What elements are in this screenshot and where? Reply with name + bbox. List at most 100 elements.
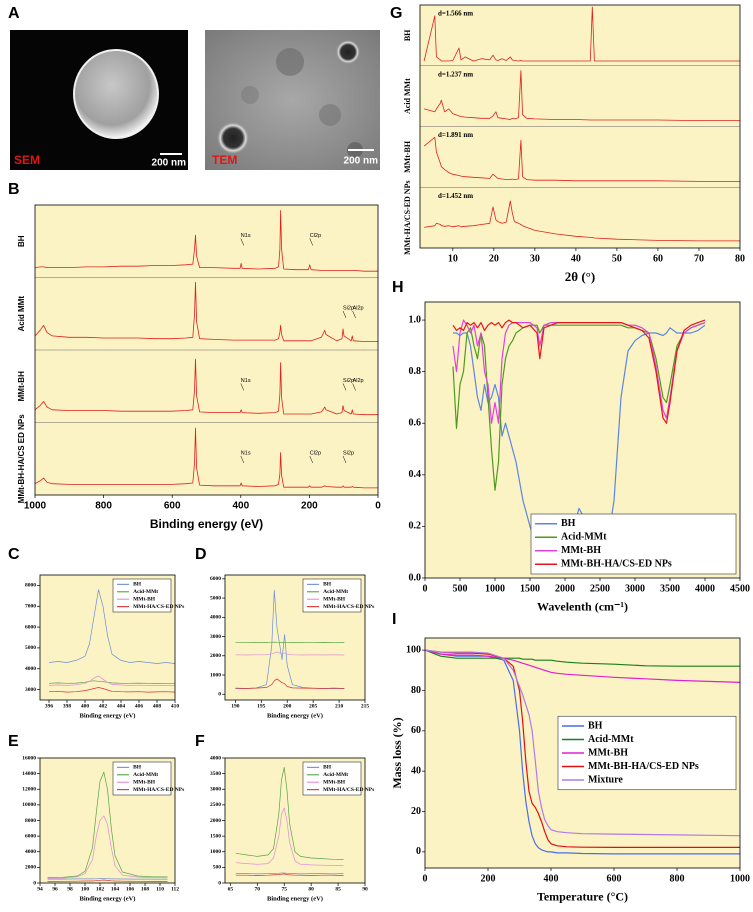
legend-label: MMt-BH-HA/CS-ED NPs [561,559,672,570]
panel-letter: G [390,5,402,22]
panel-letter: A [8,5,20,22]
legend-label: MMt-BH [133,779,156,785]
x-tick-label: 96 [52,886,58,892]
panel-letter: I [392,611,396,628]
annotation-leader [309,455,313,464]
y-tick-label: 3500 [210,771,221,777]
x-axis-label: Binding energy (eV) [80,713,136,720]
y-tick-label: 3000 [25,687,36,693]
sem-image: SEM 200 nm [10,30,188,170]
x-tick-label: 40 [571,253,581,264]
data-line [235,873,344,876]
data-line [424,649,740,667]
x-tick-label: 400 [81,703,90,709]
data-line [47,815,168,879]
x-tick-label: 210 [335,703,344,709]
plot-frame [419,4,741,249]
x-tick-label: 402 [99,703,108,709]
panel-letter: F [195,733,205,750]
panel-letter: D [195,546,207,563]
scale-bar-label: 200 nm [152,158,187,169]
peak-annotation: Cl2p [310,450,321,456]
x-axis-label: Binding energy (eV) [150,517,263,531]
peak-annotation: Al2p [353,305,364,311]
y-tick-label: 0.2 [409,521,422,532]
x-tick-label: 106 [126,886,135,892]
peak-annotation: N1s [241,450,251,456]
x-tick-label: 4000 [695,583,715,594]
legend-label: Acid-MMt [133,772,158,778]
data-line [235,641,345,644]
annotation-leader [352,310,356,319]
y-tick-label: 20 [411,806,421,817]
x-tick-label: 90 [362,886,368,892]
legend-label: BH [323,582,332,588]
y-tick-label: 4000 [210,615,221,621]
x-tick-label: 104 [111,886,120,892]
legend-label: MMt-BH [588,747,628,758]
band-label: BH [17,235,26,247]
band-label: MMt-BH [403,140,412,173]
data-line [235,767,344,860]
data-line [47,879,168,882]
y-tick-label: 40 [411,765,421,776]
band-label: BH [403,29,412,41]
x-tick-label: 100 [81,886,90,892]
annotation-leader [240,455,245,464]
band-label: MMt-HA/CS-ED NPs [403,180,412,254]
x-tick-label: 10 [448,253,458,264]
x-tick-label: 3000 [625,583,645,594]
x-tick-label: 600 [607,873,622,884]
data-line [48,675,175,686]
y-tick-label: 10000 [22,802,36,808]
legend-label: MMt-BH [561,545,601,556]
data-line [452,319,706,424]
peak-annotation: Al2p [353,378,364,384]
x-tick-label: 20 [489,253,499,264]
spectrum-line [34,427,378,489]
x-tick-label: 0 [423,873,428,884]
y-axis-label: Mass loss (%) [390,717,404,788]
y-tick-label: 6000 [25,833,36,839]
x-tick-label: 500 [453,583,468,594]
y-tick-label: 500 [213,865,222,871]
data-line [424,649,741,683]
x-tick-label: 200 [283,703,292,709]
y-tick-label: 2000 [210,653,221,659]
plot-frame [39,574,176,701]
legend-label: Acid-MMt [588,734,634,745]
data-line [48,687,176,693]
legend-label: MMt-HA/CS-ED NPs [133,787,184,793]
band-label: MMt-BH [17,371,26,401]
peak-annotation: Si2p [343,378,354,384]
data-line [235,807,344,866]
plot-frame [34,204,379,496]
legend-label: MMt-BH [323,596,346,602]
x-tick-label: 110 [156,886,164,892]
x-tick-label: 408 [153,703,162,709]
x-tick-label: 70 [255,886,261,892]
legend-label: BH [133,765,142,771]
x-tick-label: 70 [694,253,704,264]
legend-label: BH [323,765,332,771]
band-label: Acid MMt [403,78,412,114]
x-tick-label: 2000 [555,583,575,594]
y-tick-label: 16000 [22,755,36,761]
x-tick-label: 80 [735,253,745,264]
spectrum-line [423,136,740,182]
x-axis-label: Temperature (°C) [537,889,628,903]
d-spacing-label: d=1.891 nm [438,131,473,139]
legend-label: MMt-BH-HA/CS-ED NPs [588,761,699,772]
y-tick-label: 0.0 [409,572,422,583]
x-tick-label: 2500 [590,583,610,594]
legend-label: BH [561,518,576,529]
panel-letter: H [392,279,404,296]
data-line [424,649,741,837]
y-tick-label: 14000 [22,771,36,777]
annotation-leader [342,383,347,391]
annotation-leader [309,238,313,246]
x-axis-label: Binding energy (eV) [80,896,136,903]
spectrum-line [424,200,740,242]
data-line [452,319,706,424]
